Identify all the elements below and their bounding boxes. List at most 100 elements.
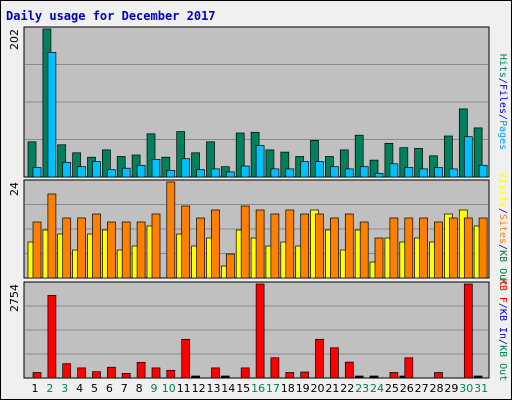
bar-files-day-11 — [181, 158, 191, 178]
legend-entry-hits-files-pages-1: / — [497, 78, 508, 84]
bar-files-day-20 — [315, 161, 324, 178]
bar-hits-day-20 — [310, 140, 319, 178]
bar-sites-day-20 — [315, 213, 324, 279]
day-label-23: 23 — [355, 382, 369, 395]
day-label-14: 14 — [221, 382, 235, 395]
bar-kb_f-day-10 — [166, 369, 176, 379]
bar-files-day-18 — [285, 168, 295, 178]
bar-files-day-23 — [359, 166, 369, 178]
bar-hits-day-26 — [399, 147, 409, 178]
bar-kb_f-day-1 — [32, 372, 42, 379]
legend-entry-kbout-sites-visits-0: Visits — [497, 172, 508, 208]
day-label-22: 22 — [340, 382, 354, 395]
bar-sites-day-27 — [419, 217, 428, 279]
max-label-hits-files-pages: 202 — [8, 29, 21, 50]
bar-sites-day-8 — [136, 221, 146, 279]
legend-entry-kbout-sites-visits-1: / — [497, 208, 508, 214]
bar-files-day-27 — [419, 168, 428, 178]
legend-kbout-sites-visits: Visits/Sites/KB Out — [497, 172, 508, 286]
bar-files-day-14 — [225, 171, 235, 178]
day-label-27: 27 — [415, 382, 429, 395]
day-label-2: 2 — [46, 382, 53, 395]
bar-hits-day-6 — [102, 149, 111, 178]
day-label-31: 31 — [474, 382, 488, 395]
bar-kb_f-day-4 — [77, 367, 86, 379]
bar-sites-day-17 — [270, 213, 280, 279]
legend-entry-kbout-sites-visits-2: Sites — [497, 214, 508, 244]
day-label-28: 28 — [430, 382, 444, 395]
bar-files-day-19 — [300, 161, 310, 178]
bar-kb_f-day-8 — [136, 361, 146, 379]
bar-sites-day-14 — [225, 253, 235, 279]
bar-kb_f-day-3 — [62, 363, 72, 379]
legend-entry-hits-files-pages-2: Files — [497, 84, 508, 114]
day-label-5: 5 — [91, 382, 98, 395]
day-label-13: 13 — [207, 382, 221, 395]
bar-kb_f-day-7 — [121, 373, 131, 379]
bar-hits-day-9 — [146, 133, 156, 178]
bar-kb_f-day-18 — [285, 372, 295, 379]
bar-hits-day-27 — [414, 148, 423, 178]
bar-kb_f-day-9 — [151, 367, 161, 379]
bar-kb_in-day-31 — [473, 375, 483, 379]
legend-entry-kbin-kbout-0: KB F — [497, 279, 508, 303]
legend-entry-kbout-sites-visits-3: / — [497, 244, 508, 250]
bar-files-day-31 — [478, 164, 488, 178]
bar-files-day-16 — [255, 145, 265, 178]
day-label-3: 3 — [61, 382, 68, 395]
bar-kb_f-day-17 — [270, 357, 280, 379]
day-label-16: 16 — [251, 382, 265, 395]
bar-hits-day-3 — [57, 144, 67, 178]
bar-kb_in-day-12 — [191, 375, 200, 379]
bar-files-day-4 — [77, 166, 86, 178]
day-label-10: 10 — [162, 382, 176, 395]
day-label-6: 6 — [106, 382, 113, 395]
day-label-4: 4 — [76, 382, 83, 395]
bar-kb_f-day-22 — [344, 361, 354, 379]
bar-files-day-22 — [344, 168, 354, 178]
bar-sites-day-4 — [77, 217, 86, 279]
bar-files-day-8 — [136, 164, 146, 178]
bar-sites-day-3 — [62, 217, 72, 279]
bar-kb_f-day-5 — [92, 371, 101, 379]
day-label-30: 30 — [459, 382, 473, 395]
bar-hits-day-11 — [176, 131, 186, 178]
bar-sites-day-24 — [374, 237, 384, 279]
legend-entry-kbin-kbout-2: KB In — [497, 309, 508, 339]
bar-files-day-12 — [196, 169, 205, 178]
bar-kb_f-day-30 — [463, 283, 473, 379]
legend-entry-hits-files-pages-0: Hits — [497, 54, 508, 78]
legend-entry-kbin-kbout-3: / — [497, 339, 508, 345]
day-label-11: 11 — [177, 382, 191, 395]
max-label-kbin-kbout: 2754 — [8, 284, 21, 312]
day-label-1: 1 — [32, 382, 39, 395]
bar-files-day-29 — [449, 168, 458, 178]
bar-hits-day-31 — [473, 127, 483, 178]
bar-sites-day-26 — [404, 217, 414, 279]
bar-sites-day-6 — [107, 221, 116, 279]
bar-files-day-9 — [151, 159, 161, 178]
bar-kb_f-day-11 — [181, 338, 191, 379]
bar-files-day-15 — [240, 165, 250, 178]
bar-files-day-25 — [389, 163, 399, 178]
bar-sites-day-28 — [434, 221, 443, 279]
bar-hits-day-24 — [369, 159, 379, 178]
bar-sites-day-25 — [389, 217, 399, 279]
bar-hits-day-4 — [72, 152, 81, 178]
bar-kb_in-day-14 — [220, 375, 230, 379]
day-label-29: 29 — [444, 382, 458, 395]
chart-title: Daily usage for December 2017 — [6, 9, 216, 23]
bar-sites-day-2 — [47, 193, 57, 279]
bar-sites-day-30 — [463, 217, 473, 279]
bar-sites-day-29 — [449, 217, 458, 279]
bar-sites-day-15 — [240, 205, 250, 279]
bar-files-day-24 — [374, 172, 384, 178]
bar-hits-day-15 — [235, 132, 245, 178]
bar-kb_f-day-15 — [240, 367, 250, 379]
bar-hits-day-1 — [27, 141, 37, 178]
bar-hits-day-22 — [339, 149, 349, 178]
bar-hits-day-18 — [280, 151, 290, 178]
day-label-8: 8 — [136, 382, 143, 395]
bar-kb_f-day-28 — [434, 372, 443, 379]
bar-sites-day-13 — [211, 209, 220, 279]
